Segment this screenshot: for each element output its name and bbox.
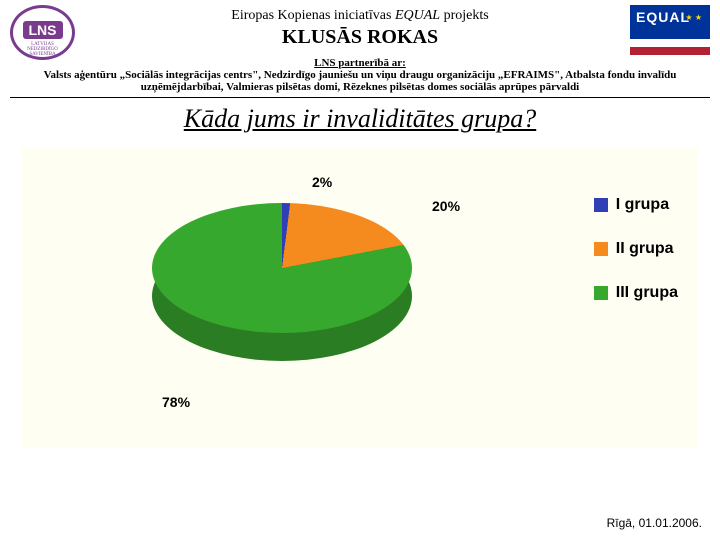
- pct-label-iii: 78%: [162, 394, 190, 410]
- legend-item: III grupa: [594, 284, 678, 302]
- partner-body: Valsts aģentūru „Sociālās integrācijas c…: [44, 69, 677, 93]
- lns-logo: LNS LATVIJASNEDZIRDĪGOSAVIENĪBA: [10, 5, 75, 60]
- legend-swatch: [594, 286, 608, 300]
- legend-swatch: [594, 242, 608, 256]
- partner-lead: LNS partnerībā ar:: [314, 57, 406, 69]
- legend-label: II grupa: [616, 240, 674, 258]
- pie-chart: I grupa II grupa III grupa 2% 20% 78%: [22, 148, 698, 448]
- legend-label: III grupa: [616, 284, 678, 302]
- footer-date: Rīgā, 01.01.2006.: [607, 516, 702, 530]
- legend-swatch: [594, 198, 608, 212]
- lns-logo-text: LNS: [23, 21, 63, 39]
- project-suffix: projekts: [440, 8, 489, 23]
- chart-question: Kāda jums ir invaliditātes grupa?: [0, 104, 720, 134]
- equal-logo: EQUAL ★ ★: [630, 5, 710, 55]
- document-header: LNS LATVIJASNEDZIRDĪGOSAVIENĪBA EQUAL ★ …: [0, 0, 720, 51]
- main-title: KLUSĀS ROKAS: [100, 26, 620, 49]
- pie-body: [152, 203, 412, 373]
- project-line: Eiropas Kopienas iniciatīvas EQUAL proje…: [100, 8, 620, 24]
- legend-item: I grupa: [594, 196, 678, 214]
- legend-item: II grupa: [594, 240, 678, 258]
- equal-logo-text: EQUAL: [636, 9, 690, 25]
- legend-label: I grupa: [616, 196, 669, 214]
- partner-block: LNS partnerībā ar: Valsts aģentūru „Soci…: [0, 51, 720, 95]
- pct-label-ii: 20%: [432, 198, 460, 214]
- project-equal: EQUAL: [395, 8, 440, 23]
- pct-label-i: 2%: [312, 174, 332, 190]
- header-divider: [10, 97, 710, 98]
- chart-legend: I grupa II grupa III grupa: [594, 196, 678, 328]
- project-prefix: Eiropas Kopienas iniciatīvas: [231, 8, 395, 23]
